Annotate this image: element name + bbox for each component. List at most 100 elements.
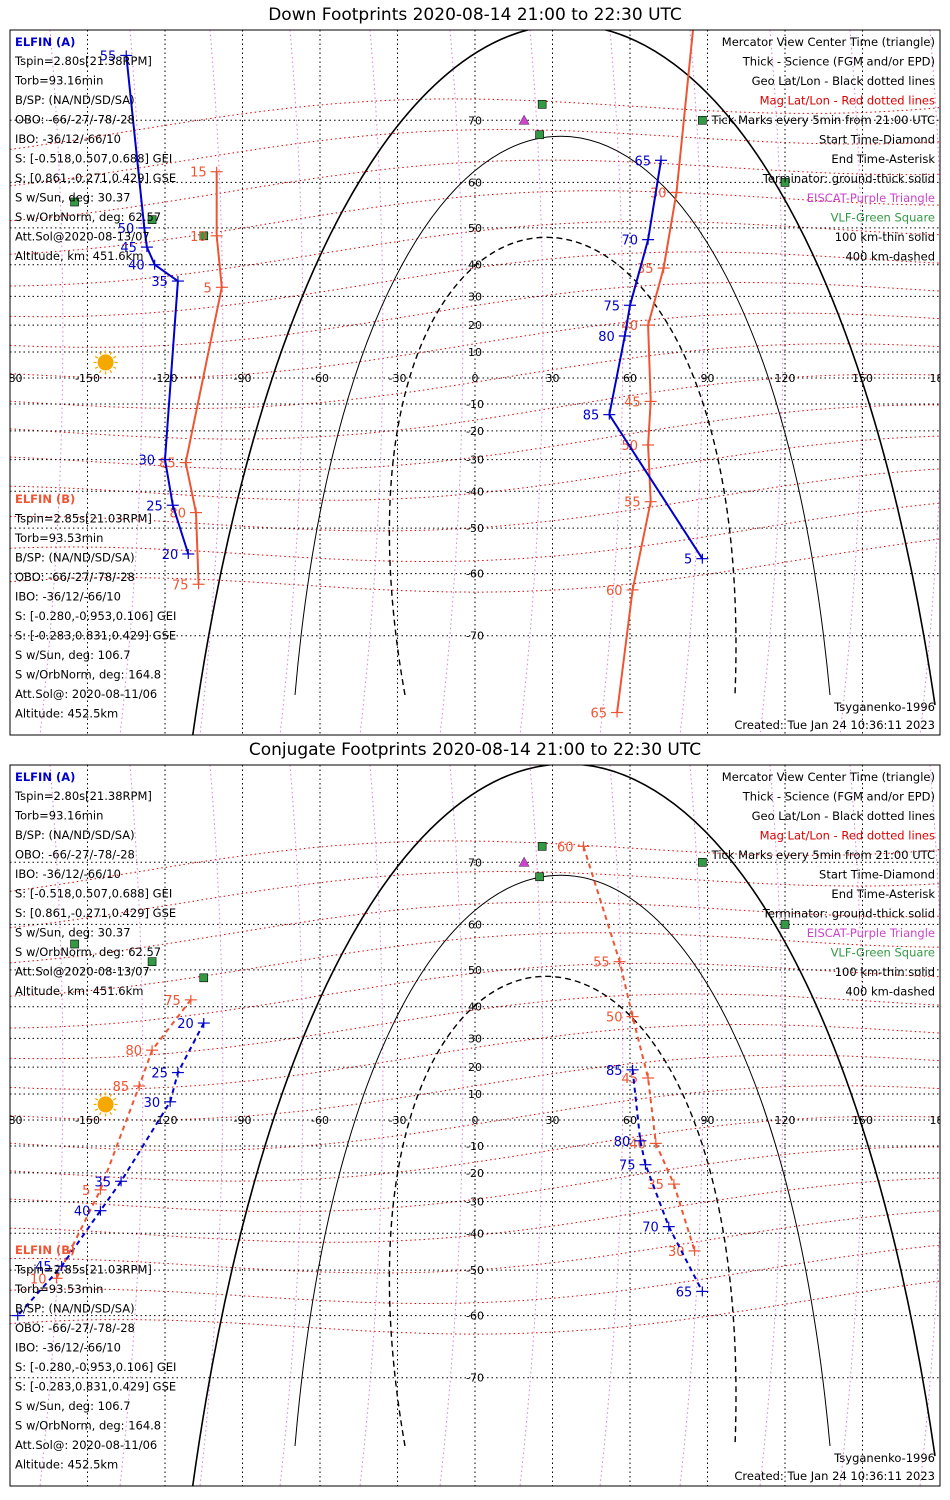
- lon-tick-label: 150: [852, 1114, 873, 1127]
- mag-lat-line: [10, 404, 940, 471]
- lon-tick-label: -120: [153, 372, 178, 385]
- elfin-a-tick-label: 65: [676, 1285, 693, 1300]
- lon-tick-label: -60: [311, 1114, 329, 1127]
- lon-tick-label: 30: [546, 372, 560, 385]
- elfin-b-info-line: IBO: -36/12/-66/10: [15, 590, 121, 604]
- elfin-a-info-line: Torb=93.16min: [14, 809, 103, 823]
- lat-tick-label: -40: [466, 485, 484, 498]
- panel-frame: [9, 764, 941, 1487]
- terminator-400km: [388, 975, 737, 1447]
- lat-tick-label: 30: [468, 290, 482, 303]
- elfin-b-tick-label: 5: [82, 1184, 90, 1199]
- elfin-b-track: 75 80 85 5 10 60 55 50 45 40 35 30: [30, 840, 701, 1287]
- elfin-a-tick-label: 85: [583, 409, 600, 424]
- lon-tick-label: -180: [0, 372, 22, 385]
- elfin-b-info-line: Att.Sol@: 2020-08-11/06: [15, 1438, 157, 1452]
- elfin-b-tick-label: 85: [159, 457, 176, 472]
- lat-tick-label: 70: [468, 114, 482, 127]
- mag-lon-line: [919, 30, 940, 735]
- vlf-square-icon: [780, 178, 790, 187]
- elfin-a-info-line: Tspin=2.80s[21.38RPM]: [14, 54, 152, 68]
- lat-tick-label: 20: [468, 1061, 482, 1074]
- elfin-b-tick-label: 50: [606, 1011, 623, 1026]
- mag-lon-line: [759, 30, 784, 735]
- lat-tick-label: 10: [468, 346, 482, 359]
- lon-tick-label: 180: [930, 372, 950, 385]
- elfin-a-tick-label: 30: [144, 1096, 161, 1111]
- lat-tick-label: 50: [468, 964, 482, 977]
- lon-tick-label: -180: [0, 1114, 22, 1127]
- legend-item: Tick Marks every 5min from 21:00 UTC: [711, 113, 935, 127]
- elfin-b-tick-label: 10: [190, 230, 207, 245]
- vlf-square-icon: [147, 215, 157, 224]
- elfin-a-info-line: B/SP: (NA/ND/SD/SA): [15, 93, 135, 107]
- elfin-b-info-line: S: [-0.280,-0.953,0.106] GEI: [15, 609, 176, 623]
- legend-item: 100 km-thin solid: [835, 230, 935, 244]
- mag-lon-line: [279, 30, 304, 735]
- lat-tick-label: -20: [466, 1167, 484, 1180]
- vlf-square-icon: [199, 973, 209, 983]
- elfin-a-tick-label: 20: [162, 548, 179, 563]
- elfin-a-info-line: Torb=93.16min: [14, 74, 103, 88]
- terminator-ground: [192, 30, 936, 735]
- legend-item: Thick - Science (FGM and/or EPD): [742, 55, 935, 69]
- lon-tick-label: 0: [472, 372, 479, 385]
- mag-lat-line: [10, 993, 940, 1060]
- elfin-b-tick-label: 55: [624, 496, 641, 511]
- elfin-b-info-line: Torb=93.53min: [14, 1282, 103, 1296]
- mag-lon-line: [679, 765, 704, 1486]
- elfin-a-info-line: B/SP: (NA/ND/SD/SA): [15, 828, 135, 842]
- elfin-b-name: ELFIN (B): [15, 492, 75, 506]
- lat-tick-label: -30: [466, 1196, 484, 1209]
- mag-lon-line: [839, 30, 864, 735]
- mag-lon-line: [199, 30, 224, 735]
- mag-lat-line: [10, 98, 940, 150]
- legend-item: 100 km-thin solid: [835, 965, 935, 979]
- mag-lon-line: [679, 30, 704, 735]
- elfin-b-tick-label: 75: [172, 578, 189, 593]
- elfin-a-info-line: S: [-0.518,0.507,0.688] GEI: [15, 152, 172, 166]
- elfin-a-tick-label: 40: [128, 259, 145, 274]
- lat-tick-label: -30: [466, 454, 484, 467]
- lon-tick-label: 30: [546, 1114, 560, 1127]
- elfin-a-tick-label: 80: [598, 330, 615, 345]
- elfin-a-tick-label: 20: [177, 1017, 194, 1032]
- lon-tick-label: -120: [153, 1114, 178, 1127]
- elfin-b-track-line: [184, 171, 223, 585]
- terminator-100km: [294, 135, 831, 696]
- elfin-b-info-line: B/SP: (NA/ND/SD/SA): [15, 1302, 135, 1316]
- elfin-b-tick-label: 65: [591, 707, 608, 722]
- elfin-b-tick-label: 40: [622, 319, 639, 334]
- vlf-square-icon: [537, 842, 547, 851]
- mag-lon-line: [519, 30, 544, 735]
- elfin-a-tick-label: 40: [74, 1205, 91, 1220]
- legend-item: Geo Lat/Lon - Black dotted lines: [752, 809, 935, 823]
- elfin-a-tick-label: 35: [151, 275, 168, 290]
- elfin-b-info-line: Tspin=2.85s[21.03RPM]: [14, 512, 152, 526]
- elfin-a-info-line: S w/OrbNorm, deg: 62.57: [15, 210, 161, 224]
- lat-tick-label: 60: [468, 918, 482, 931]
- vlf-square-icon: [780, 920, 790, 929]
- lon-tick-label: -150: [75, 1114, 100, 1127]
- elfin-a-info-line: S: [0.861,-0.271,0.429] GSE: [15, 906, 176, 920]
- mag-lon-line: [359, 30, 384, 735]
- sun-icon: [93, 350, 118, 375]
- lat-tick-label: -50: [466, 1264, 484, 1277]
- elfin-b-tick-label: 5: [204, 281, 212, 296]
- vlf-square-icon: [537, 100, 547, 109]
- elfin-a-tick-label: 25: [146, 499, 163, 514]
- legend-item: End Time-Asterisk: [831, 887, 935, 901]
- legend-item: Terminator: ground-thick solid: [762, 172, 935, 186]
- elfin-b-info-line: OBO: -66/-27/-78/-28: [15, 570, 135, 584]
- elfin-a-tick-label: 65: [634, 154, 651, 169]
- lat-tick-label: -70: [466, 1372, 484, 1385]
- created-timestamp: Created: Tue Jan 24 10:36:11 2023: [734, 1469, 935, 1483]
- lon-tick-label: -60: [311, 372, 329, 385]
- elfin-b-tick-label: 30: [650, 186, 667, 201]
- elfin-b-info-line: Att.Sol@: 2020-08-11/06: [15, 687, 157, 701]
- legend-item: Mag Lat/Lon - Red dotted lines: [760, 829, 935, 843]
- map-panel-conjugate: -180 -150 -120 -90 -60 -30 0 30 60 90 120 150 180 70 6…: [0, 764, 941, 1487]
- lat-tick-label: 70: [468, 856, 482, 869]
- created-timestamp: Created: Tue Jan 24 10:36:11 2023: [734, 718, 935, 732]
